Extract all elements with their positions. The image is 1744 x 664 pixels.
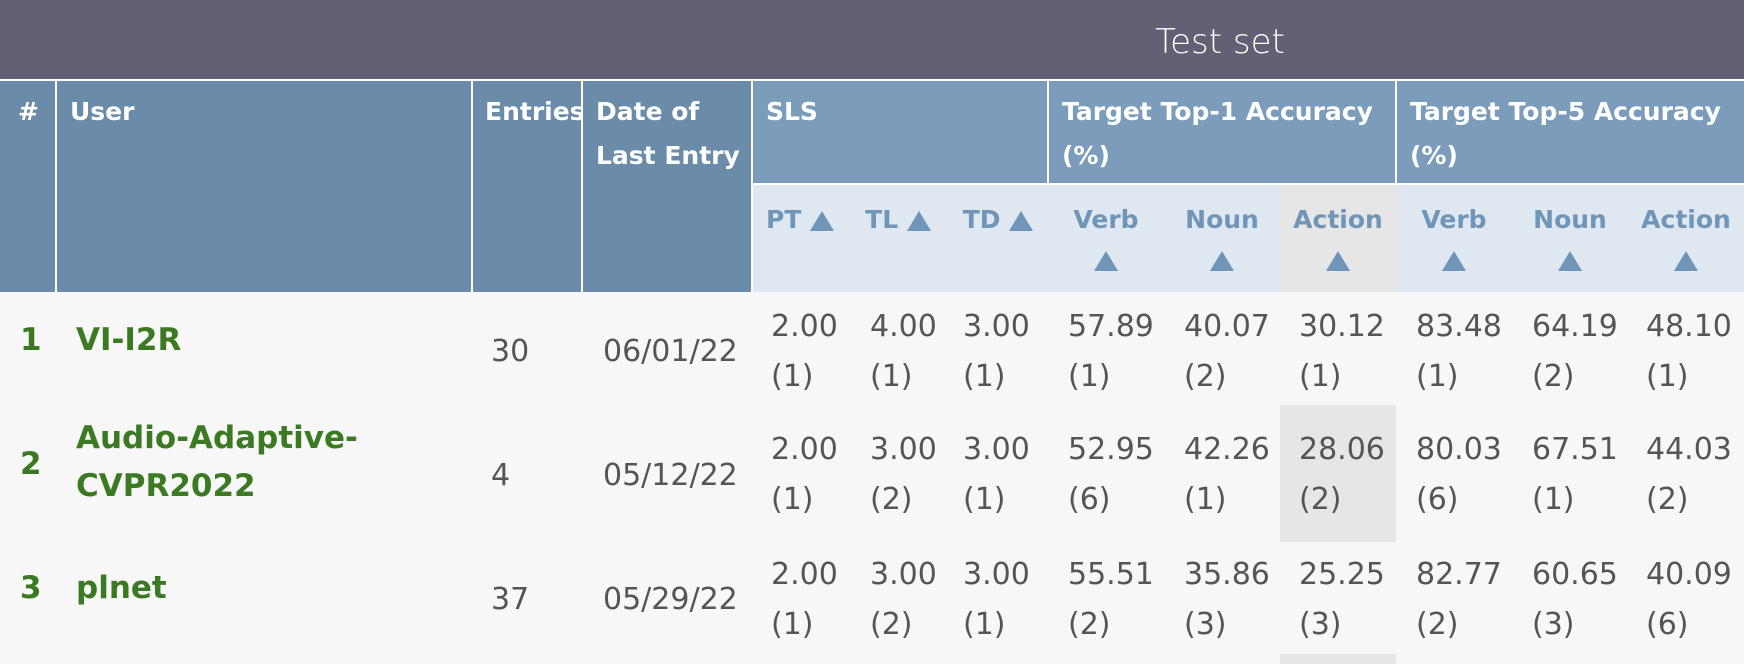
action-column-highlight (1280, 405, 1396, 542)
row-rank: 3 (20, 570, 42, 606)
sort-top5-noun-label: Noun (1533, 205, 1607, 234)
top1-noun-value: 42.26 (1) (1184, 432, 1270, 517)
top5-verb-value: 82.77 (2) (1416, 557, 1502, 642)
top1-action-value: 28.06 (2) (1299, 432, 1385, 517)
divider (0, 79, 1744, 81)
divider (751, 80, 753, 292)
date-value: 05/12/22 (603, 458, 738, 493)
date-value: 05/29/22 (603, 582, 738, 617)
top5-action-value: 48.10 (1) (1646, 309, 1732, 394)
sort-top5-action[interactable]: Action (1628, 184, 1744, 292)
sort-pt[interactable]: PT (752, 184, 848, 292)
header-rank-label: # (18, 97, 39, 126)
sort-top5-action-label: Action (1641, 205, 1731, 234)
divider (1395, 80, 1397, 184)
td-value: 3.00 (1) (963, 309, 1030, 394)
top1-verb-value: 55.51 (2) (1068, 557, 1154, 642)
table-banner: Test set (0, 0, 1744, 80)
top1-noun-value: 40.07 (2) (1184, 309, 1270, 394)
tl-value: 3.00 (2) (870, 557, 937, 642)
sort-ascending-icon (1210, 251, 1234, 271)
pt-value: 2.00 (1) (771, 557, 838, 642)
sort-ascending-icon (1326, 251, 1350, 271)
header-date-label: Date of Last Entry (596, 97, 740, 170)
test-set-title: Test set (1155, 22, 1285, 62)
sort-ascending-icon (1674, 251, 1698, 271)
top1-action-value: 30.12 (1) (1299, 309, 1385, 394)
top5-noun-value: 64.19 (2) (1532, 309, 1618, 394)
top1-action-value: 25.25 (3) (1299, 557, 1385, 642)
pt-value: 2.00 (1) (771, 309, 838, 394)
sort-tl-label: TL (865, 205, 899, 234)
sort-top1-verb[interactable]: Verb (1048, 184, 1164, 292)
action-column-highlight (1280, 654, 1396, 664)
entries-value: 37 (491, 582, 530, 617)
entries-value: 30 (491, 334, 530, 369)
header-date[interactable]: Date of Last Entry (582, 80, 752, 292)
sort-ascending-icon (1442, 251, 1466, 271)
header-user-label: User (70, 97, 135, 126)
header-sls-label: SLS (766, 97, 818, 126)
divider (581, 80, 583, 292)
sort-top5-noun[interactable]: Noun (1512, 184, 1628, 292)
divider (1047, 80, 1049, 184)
top5-noun-value: 60.65 (3) (1532, 557, 1618, 642)
sort-ascending-icon (810, 211, 835, 231)
top5-noun-value: 67.51 (1) (1532, 432, 1618, 517)
sort-top1-noun[interactable]: Noun (1164, 184, 1280, 292)
user-link[interactable]: plnet (76, 570, 167, 606)
sort-top5-verb-label: Verb (1421, 205, 1487, 234)
top1-verb-value: 57.89 (1) (1068, 309, 1154, 394)
top5-action-value: 44.03 (2) (1646, 432, 1732, 517)
header-top5-label: Target Top-5 Accuracy (%) (1410, 97, 1721, 170)
sort-top1-noun-label: Noun (1185, 205, 1259, 234)
sort-top1-action-label: Action (1293, 205, 1383, 234)
sort-ascending-icon (1094, 251, 1118, 271)
sort-pt-label: PT (765, 205, 802, 234)
td-value: 3.00 (1) (963, 432, 1030, 517)
sort-top5-verb[interactable]: Verb (1396, 184, 1512, 292)
date-value: 06/01/22 (603, 334, 738, 369)
pt-value: 2.00 (1) (771, 432, 838, 517)
entries-value: 4 (491, 458, 511, 493)
sort-ascending-icon (1558, 251, 1582, 271)
top1-verb-value: 52.95 (6) (1068, 432, 1154, 517)
sort-ascending-icon (1009, 211, 1034, 231)
top5-verb-value: 83.48 (1) (1416, 309, 1502, 394)
header-top5: Target Top-5 Accuracy (%) (1396, 80, 1744, 184)
header-entries[interactable]: Entries (472, 80, 585, 292)
sort-ascending-icon (906, 211, 931, 231)
user-link[interactable]: Audio-Adaptive- CVPR2022 (76, 420, 358, 504)
top5-verb-value: 80.03 (6) (1416, 432, 1502, 517)
sort-td[interactable]: TD (948, 184, 1048, 292)
sort-td-label: TD (962, 205, 1001, 234)
td-value: 3.00 (1) (963, 557, 1030, 642)
row-rank: 2 (20, 446, 42, 482)
tl-value: 3.00 (2) (870, 432, 937, 517)
sort-tl[interactable]: TL (848, 184, 948, 292)
user-link[interactable]: VI-I2R (76, 322, 182, 358)
top5-action-value: 40.09 (6) (1646, 557, 1732, 642)
header-entries-label: Entries (485, 97, 585, 126)
header-top1: Target Top-1 Accuracy (%) (1048, 80, 1396, 184)
header-rank[interactable]: # (0, 80, 56, 292)
sort-top1-action[interactable]: Action (1280, 184, 1396, 292)
divider (55, 80, 57, 292)
top1-noun-value: 35.86 (3) (1184, 557, 1270, 642)
divider (752, 183, 1744, 185)
sort-top1-verb-label: Verb (1073, 205, 1139, 234)
divider (471, 80, 473, 292)
row-rank: 1 (20, 322, 42, 358)
header-top1-label: Target Top-1 Accuracy (%) (1062, 97, 1373, 170)
tl-value: 4.00 (1) (870, 309, 937, 394)
header-user[interactable]: User (56, 80, 472, 292)
header-sls: SLS (752, 80, 1048, 184)
